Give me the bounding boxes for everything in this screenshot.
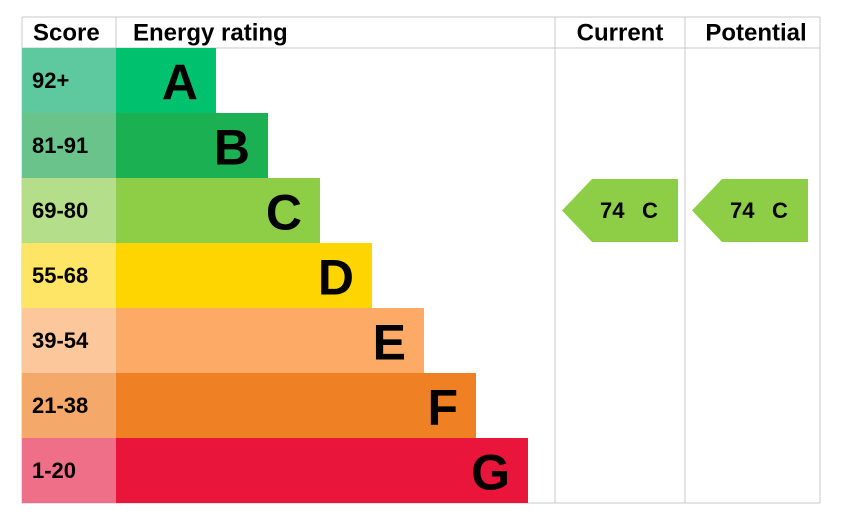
current-score: 74 xyxy=(600,198,625,223)
header-score: Score xyxy=(33,20,100,47)
band-letter: E xyxy=(373,315,406,371)
band-letter: G xyxy=(471,445,510,501)
score-cell xyxy=(22,48,116,113)
rating-bar xyxy=(116,243,372,308)
rating-bar xyxy=(116,438,528,503)
rating-bar xyxy=(116,308,424,373)
rating-bar xyxy=(116,178,320,243)
score-cell xyxy=(22,243,116,308)
band-letter: D xyxy=(318,250,354,306)
score-label: 81-91 xyxy=(32,133,88,158)
potential-band: C xyxy=(772,198,788,223)
score-label: 69-80 xyxy=(32,198,88,223)
score-cell xyxy=(22,438,116,503)
score-label: 21-38 xyxy=(32,393,88,418)
score-cell xyxy=(22,373,116,438)
score-cell xyxy=(22,308,116,373)
score-label: 92+ xyxy=(32,68,69,93)
band-letter: A xyxy=(162,55,198,111)
score-label: 55-68 xyxy=(32,263,88,288)
score-cell xyxy=(22,113,116,178)
potential-score: 74 xyxy=(730,198,755,223)
current-arrow xyxy=(562,179,678,242)
band-letter: C xyxy=(266,185,302,241)
score-label: 1-20 xyxy=(32,458,76,483)
rating-bar xyxy=(116,113,268,178)
band-letter: F xyxy=(427,380,458,436)
band-letter: B xyxy=(214,120,250,176)
score-label: 39-54 xyxy=(32,328,89,353)
rating-bar xyxy=(116,373,476,438)
current-band: C xyxy=(642,198,658,223)
potential-arrow xyxy=(692,179,808,242)
header-energy-rating: Energy rating xyxy=(133,20,288,47)
rating-bar xyxy=(116,48,216,113)
header-current: Current xyxy=(577,20,664,47)
score-cell xyxy=(22,178,116,243)
header-potential: Potential xyxy=(705,20,806,47)
